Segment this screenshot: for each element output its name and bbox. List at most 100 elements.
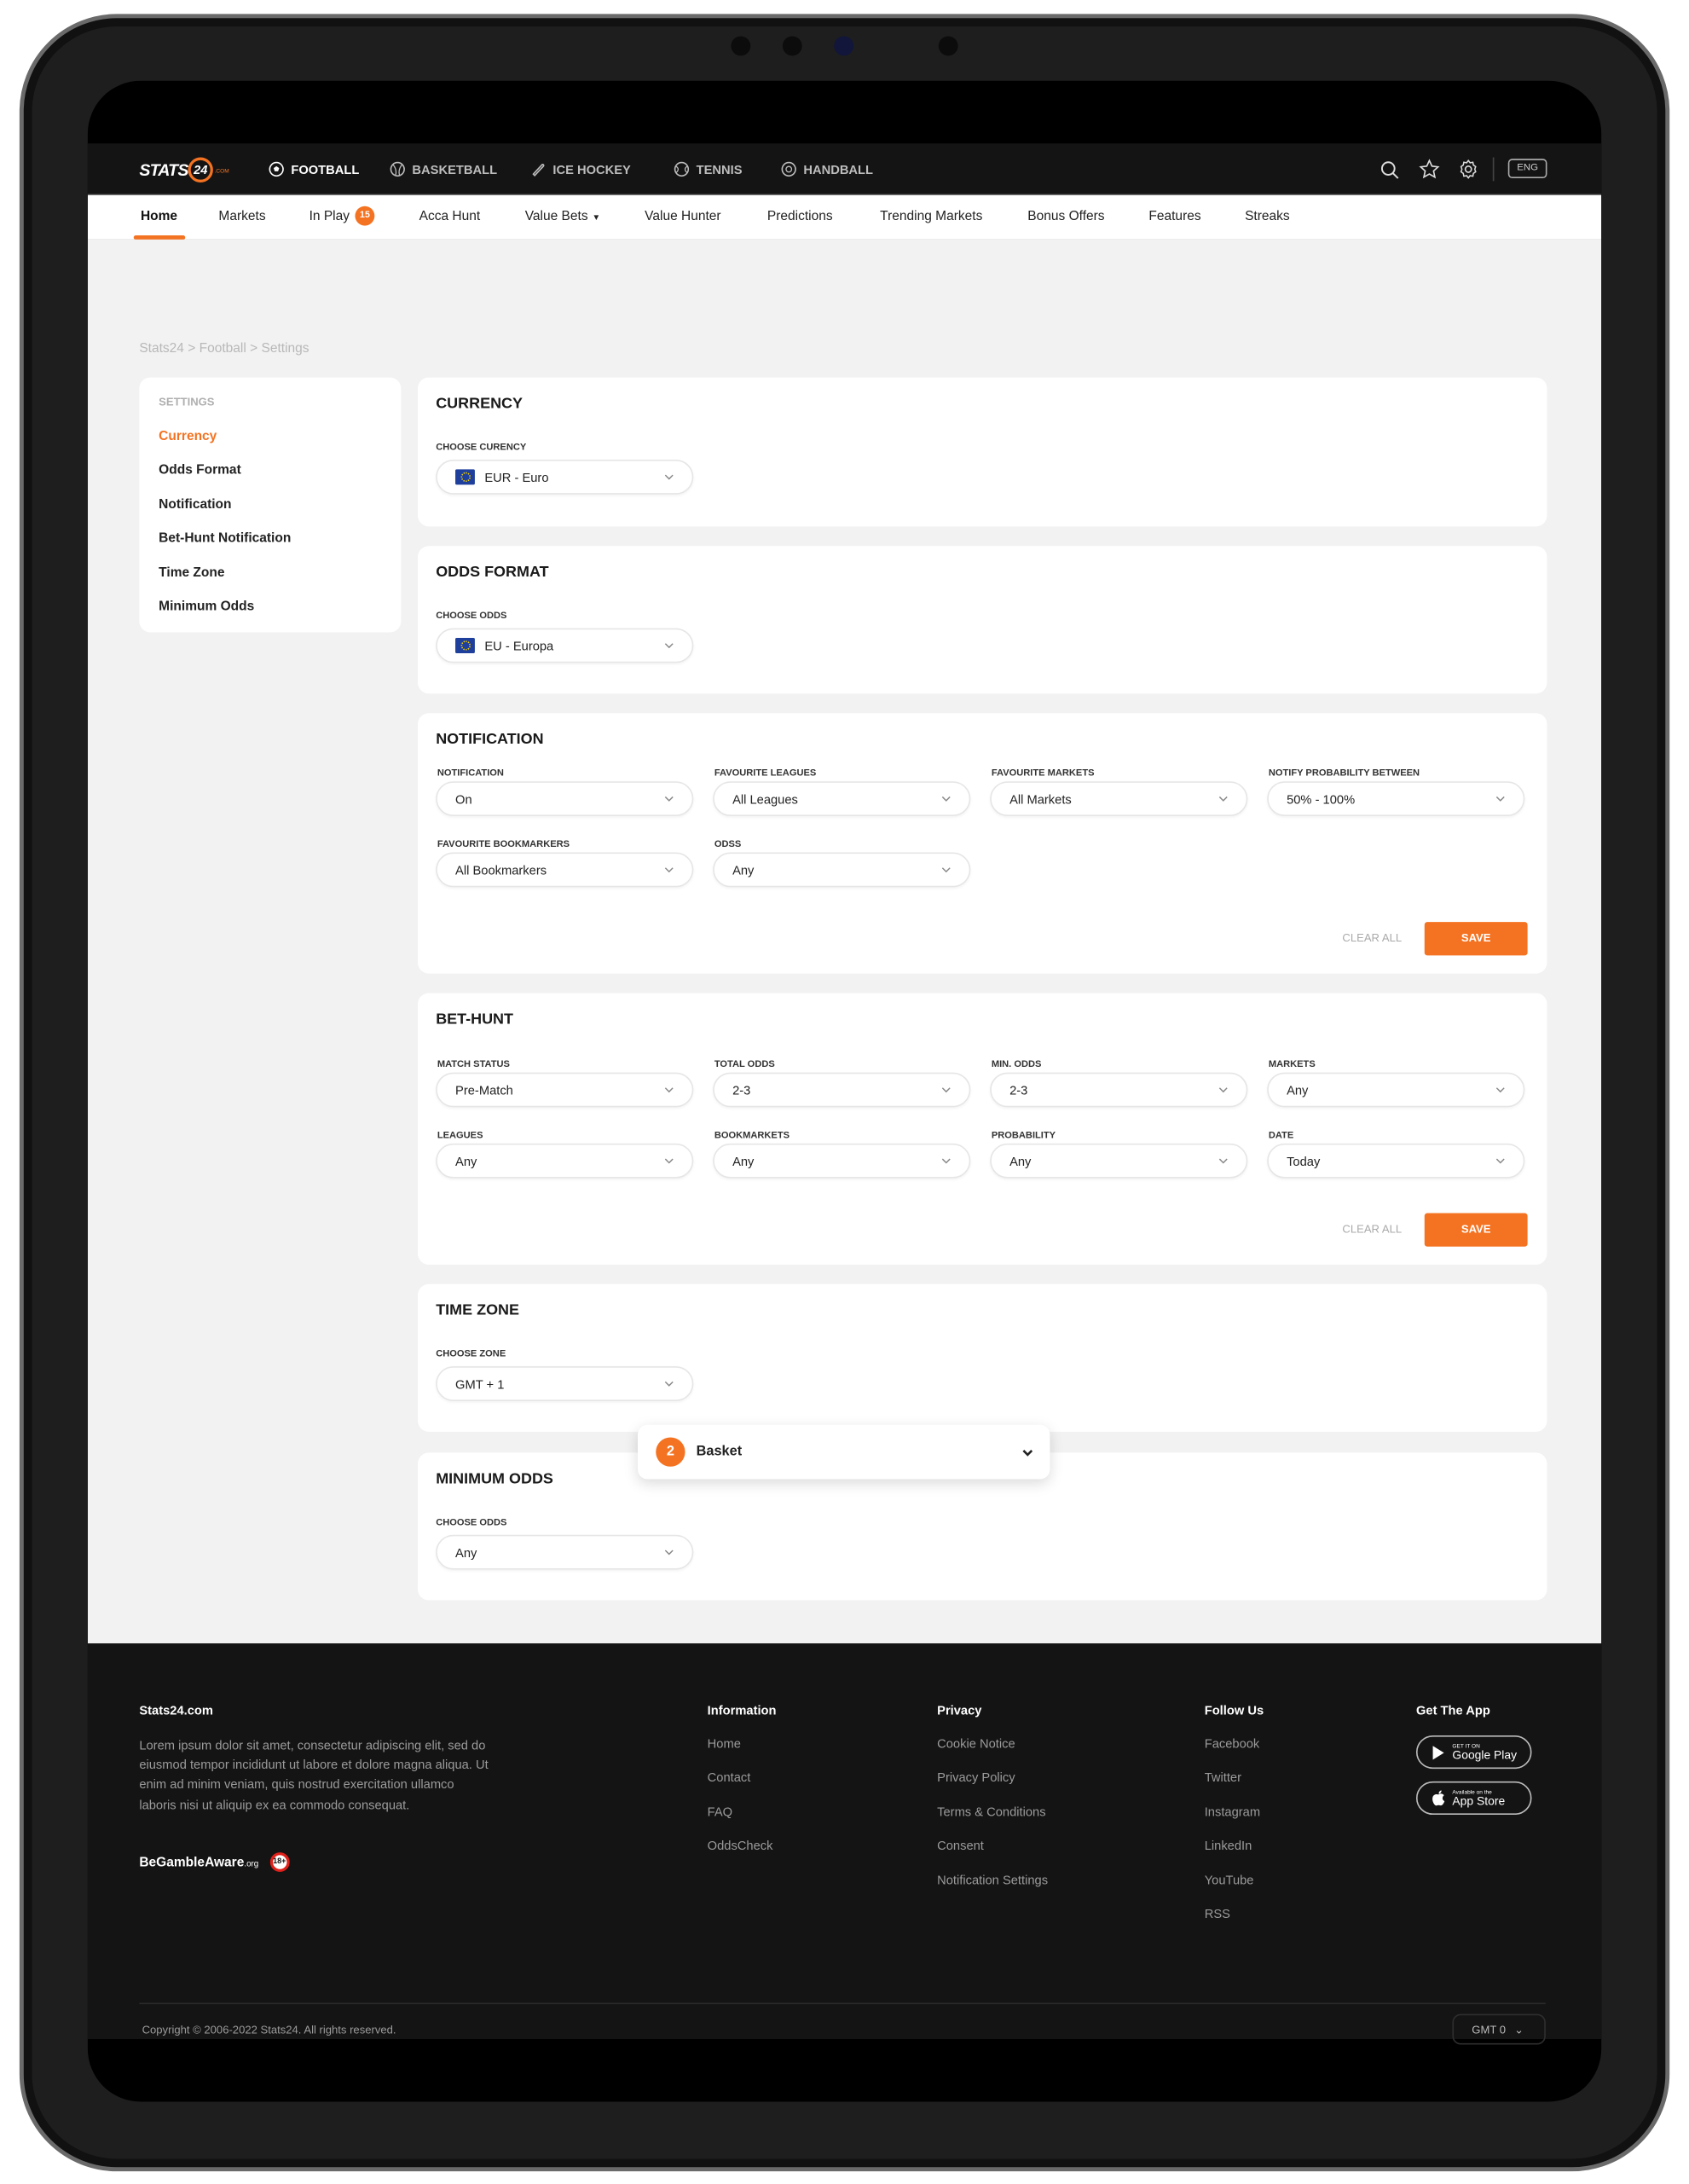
- odssselect[interactable]: Any: [713, 852, 971, 888]
- field-label: MATCH STATUS: [437, 1059, 510, 1070]
- footer-link[interactable]: Cookie Notice: [937, 1736, 1015, 1751]
- badge-small-text: Available on the: [1452, 1788, 1492, 1796]
- footer-link[interactable]: OddsCheck: [707, 1839, 773, 1853]
- marketsselect[interactable]: Any: [1267, 1072, 1525, 1108]
- timezone-selector[interactable]: GMT 0 ⌄: [1452, 2013, 1546, 2045]
- nav-item-streaks[interactable]: Streaks: [1245, 195, 1290, 240]
- tennis-ball-icon: [674, 161, 690, 177]
- save-button[interactable]: SAVE: [1424, 922, 1528, 956]
- bet-hunt-card: BET-HUNT CLEAR ALL SAVE MATCH STATUS Pre-…: [417, 993, 1547, 1265]
- nav-item-predictions[interactable]: Predictions: [767, 195, 833, 240]
- save-button[interactable]: SAVE: [1424, 1213, 1528, 1247]
- basket-label: Basket: [696, 1444, 743, 1460]
- badge-text: App Store: [1452, 1793, 1506, 1808]
- footer-link[interactable]: Instagram: [1204, 1805, 1261, 1819]
- bookmarketsselect[interactable]: Any: [713, 1143, 971, 1179]
- field-label: CHOOSE ODDS: [436, 1518, 507, 1528]
- footer-link[interactable]: YouTube: [1204, 1872, 1254, 1887]
- chevron-down-icon: [941, 1158, 951, 1164]
- footer-link[interactable]: LinkedIn: [1204, 1839, 1252, 1853]
- footer-link[interactable]: Notification Settings: [937, 1872, 1049, 1887]
- google-play-button[interactable]: GET IT ON Google Play: [1415, 1735, 1532, 1770]
- match-statusselect[interactable]: Pre-Match: [436, 1072, 694, 1108]
- favourite-leaguesselect[interactable]: All Leagues: [713, 781, 971, 817]
- nav-item-bonus-offers[interactable]: Bonus Offers: [1027, 195, 1104, 240]
- footer-heading: Privacy: [937, 1703, 982, 1718]
- clear-all-button[interactable]: CLEAR ALL: [1342, 931, 1403, 945]
- dateselect[interactable]: Today: [1267, 1143, 1525, 1179]
- notificationselect[interactable]: On: [436, 781, 694, 817]
- sport-label: ICE HOCKEY: [552, 162, 631, 177]
- leaguesselect[interactable]: Any: [436, 1143, 694, 1179]
- sport-tab-ice-hockey[interactable]: ICE HOCKEY: [530, 143, 631, 194]
- footer-link[interactable]: Contact: [707, 1770, 751, 1785]
- footer-link[interactable]: Home: [707, 1736, 741, 1751]
- hockey-puck-icon: [532, 164, 545, 177]
- begambleaware-logo[interactable]: BeGambleAware.org 18+: [139, 1852, 290, 1873]
- star-icon[interactable]: [1419, 159, 1440, 179]
- sidebar-item-bet-hunt-notification[interactable]: Bet-Hunt Notification: [159, 530, 292, 547]
- footer-about: Lorem ipsum dolor sit amet, consectetur …: [139, 1738, 489, 1812]
- sidebar-item-notification[interactable]: Notification: [159, 496, 232, 513]
- favourite-marketsselect[interactable]: All Markets: [990, 781, 1248, 817]
- settings-page: Stats24 > Football > Settings SETTINGS C…: [87, 239, 1602, 1644]
- copyright: Copyright © 2006-2022 Stats24. All right…: [142, 2024, 396, 2036]
- footer-link[interactable]: Terms & Conditions: [937, 1805, 1046, 1819]
- clear-all-button[interactable]: CLEAR ALL: [1342, 1222, 1403, 1236]
- probabilityselect[interactable]: Any: [990, 1143, 1248, 1179]
- footer-link[interactable]: Privacy Policy: [937, 1770, 1015, 1785]
- nav-item-value-bets[interactable]: Value Bets ▼: [525, 195, 601, 240]
- footer-link[interactable]: Facebook: [1204, 1736, 1260, 1751]
- favourite-bookmarkersselect[interactable]: All Bookmarkers: [436, 852, 694, 888]
- nav-item-features[interactable]: Features: [1148, 195, 1200, 240]
- nav-item-acca-hunt[interactable]: Acca Hunt: [419, 195, 481, 240]
- minimum-odds-select[interactable]: Any: [436, 1534, 694, 1570]
- nav-label: Streaks: [1245, 208, 1290, 224]
- footer-link[interactable]: Consent: [937, 1839, 984, 1853]
- nav-item-trending-markets[interactable]: Trending Markets: [880, 195, 982, 240]
- time-zone-select[interactable]: GMT + 1: [436, 1366, 694, 1401]
- main-nav: Home Markets In Play 15 Acca Hunt Value Bets ▼…: [87, 194, 1602, 240]
- caret-down-icon: ▼: [592, 214, 601, 223]
- select-value: Pre-Match: [455, 1082, 513, 1098]
- footer-link[interactable]: FAQ: [707, 1805, 733, 1819]
- min-oddsselect[interactable]: 2-3: [990, 1072, 1248, 1108]
- sport-tab-handball[interactable]: HANDBALL: [781, 143, 873, 194]
- screen: STATS 24 .COM FOOTBALL BASKETBALL ICE HOCK…: [87, 80, 1602, 2102]
- sport-tab-football[interactable]: FOOTBALL: [269, 143, 359, 194]
- notify-probability-betweenselect[interactable]: 50% - 100%: [1267, 781, 1525, 817]
- notification-card: NOTIFICATION CLEAR ALL SAVE NOTIFICATION…: [417, 713, 1547, 974]
- nav-item-value-hunter[interactable]: Value Hunter: [645, 195, 720, 240]
- select-value: 2-3: [1009, 1082, 1028, 1098]
- select-value: Any: [732, 862, 755, 878]
- search-icon[interactable]: [1380, 160, 1400, 180]
- sidebar-item-odds-format[interactable]: Odds Format: [159, 462, 241, 478]
- currency-select[interactable]: EUR - Euro: [436, 459, 694, 495]
- sport-tab-tennis[interactable]: TENNIS: [674, 143, 743, 194]
- field-label: MIN. ODDS: [991, 1059, 1042, 1070]
- footer-link[interactable]: Twitter: [1204, 1770, 1242, 1785]
- sidebar-item-minimum-odds[interactable]: Minimum Odds: [159, 599, 255, 615]
- basket-widget[interactable]: 2 Basket: [638, 1424, 1050, 1480]
- footer-heading: Information: [707, 1703, 777, 1718]
- sidebar-item-currency[interactable]: Currency: [159, 429, 217, 444]
- footer-link[interactable]: RSS: [1204, 1906, 1230, 1921]
- nav-label: Acca Hunt: [419, 208, 481, 224]
- sport-tab-basketball[interactable]: BASKETBALL: [390, 143, 497, 194]
- nav-item-in-play[interactable]: In Play 15: [309, 195, 375, 240]
- chevron-down-icon: [1218, 1087, 1228, 1093]
- nav-item-home[interactable]: Home: [141, 195, 177, 240]
- chevron-down-icon: [664, 643, 674, 649]
- gear-icon[interactable]: [1458, 159, 1478, 179]
- divider: [1492, 157, 1495, 182]
- field-label: CHOOSE ZONE: [436, 1349, 506, 1360]
- app-store-button[interactable]: Available on the App Store: [1415, 1781, 1532, 1816]
- language-selector[interactable]: ENG: [1507, 159, 1547, 179]
- sidebar-item-time-zone[interactable]: Time Zone: [159, 565, 225, 581]
- field-label: LEAGUES: [437, 1131, 483, 1141]
- card-title: ODDS FORMAT: [436, 564, 549, 582]
- nav-item-markets[interactable]: Markets: [218, 195, 265, 240]
- stats24-logo[interactable]: STATS 24 .COM: [139, 156, 229, 184]
- total-oddsselect[interactable]: 2-3: [713, 1072, 971, 1108]
- odds-format-select[interactable]: EU - Europa: [436, 628, 694, 663]
